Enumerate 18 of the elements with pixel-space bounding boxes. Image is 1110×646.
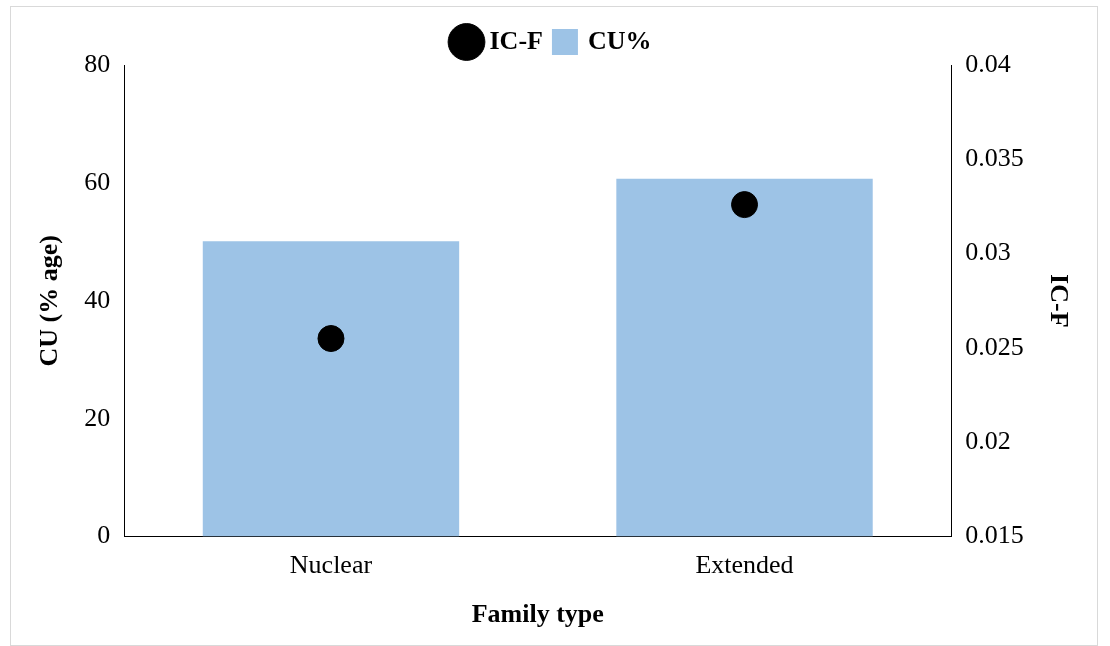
y-axis-title: CU (% age) xyxy=(34,235,64,367)
y2-tick-label: 0.02 xyxy=(965,426,1011,456)
legend-label: CU% xyxy=(587,25,652,55)
x-tick-label: Nuclear xyxy=(289,550,373,580)
y2-tick-label: 0.035 xyxy=(965,143,1024,173)
x-tick-label: Extended xyxy=(695,550,794,580)
y-tick-label: 40 xyxy=(84,284,111,314)
y2-tick-label: 0.04 xyxy=(965,48,1011,78)
y2-tick-label: 0.025 xyxy=(965,331,1024,361)
y-tick-label: 0 xyxy=(97,520,111,550)
y2-tick-label: 0.03 xyxy=(965,237,1011,267)
legend-label: IC-F xyxy=(489,25,543,55)
y2-axis-title: IC-F xyxy=(1044,274,1074,328)
x-axis-title: Family type xyxy=(471,599,604,629)
y2-tick-label: 0.015 xyxy=(965,520,1024,550)
y-tick-label: 80 xyxy=(84,48,111,78)
y-tick-label: 20 xyxy=(84,402,111,432)
y-tick-label: 60 xyxy=(84,166,111,196)
